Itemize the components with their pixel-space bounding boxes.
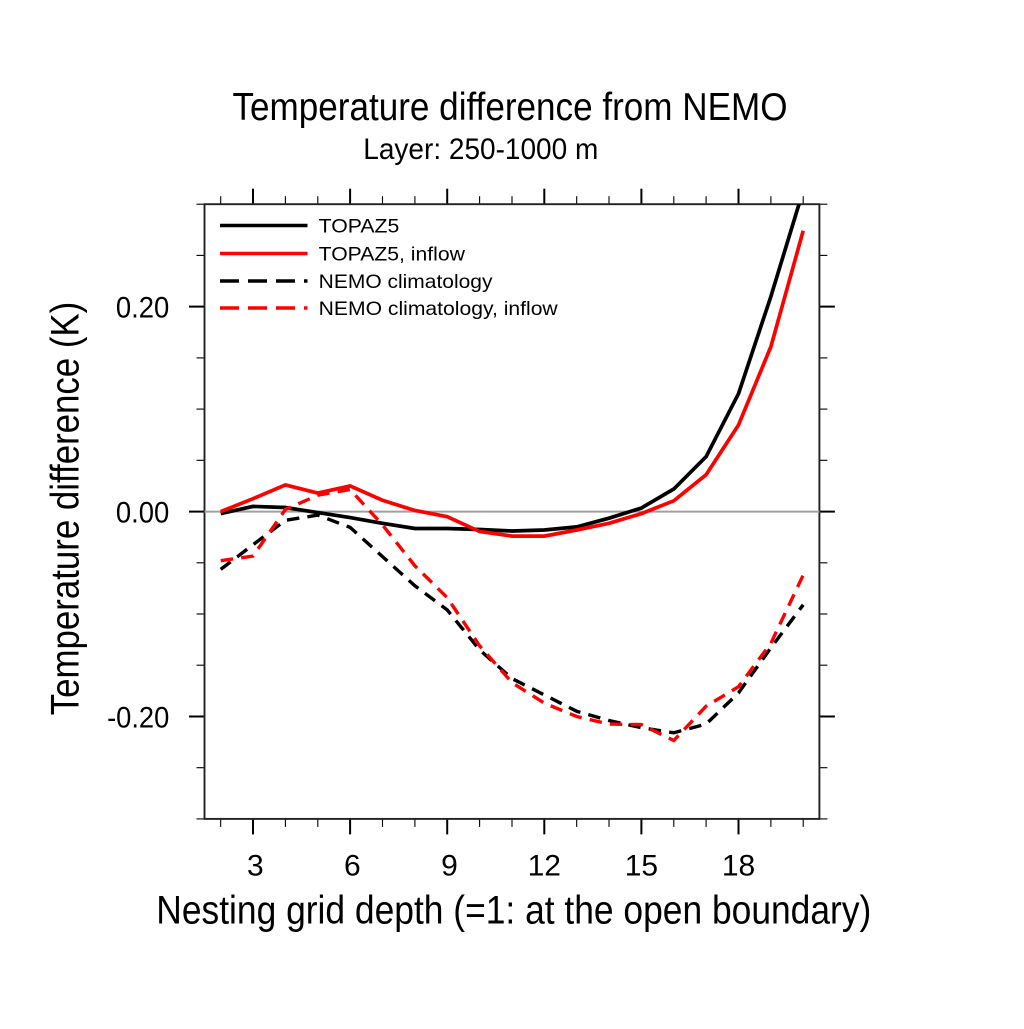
svg-text:Temperature difference from NE: Temperature difference from NEMO xyxy=(233,86,788,129)
svg-text:9: 9 xyxy=(441,850,458,883)
svg-text:-0.20: -0.20 xyxy=(107,701,169,734)
svg-text:0.20: 0.20 xyxy=(116,292,169,325)
svg-text:12: 12 xyxy=(528,850,561,883)
svg-text:Layer: 250-1000 m: Layer: 250-1000 m xyxy=(363,133,598,166)
svg-text:NEMO climatology: NEMO climatology xyxy=(319,271,493,293)
svg-text:TOPAZ5: TOPAZ5 xyxy=(319,216,400,238)
svg-text:15: 15 xyxy=(625,850,658,883)
svg-text:18: 18 xyxy=(722,850,755,883)
svg-text:TOPAZ5, inflow: TOPAZ5, inflow xyxy=(319,244,466,266)
svg-text:3: 3 xyxy=(247,850,264,883)
svg-text:NEMO climatology, inflow: NEMO climatology, inflow xyxy=(319,298,559,320)
svg-text:0.00: 0.00 xyxy=(116,497,169,530)
svg-text:Temperature difference (K): Temperature difference (K) xyxy=(44,302,88,716)
svg-text:Nesting grid depth (=1: at the: Nesting grid depth (=1: at the open boun… xyxy=(156,888,871,932)
svg-text:6: 6 xyxy=(344,850,361,883)
